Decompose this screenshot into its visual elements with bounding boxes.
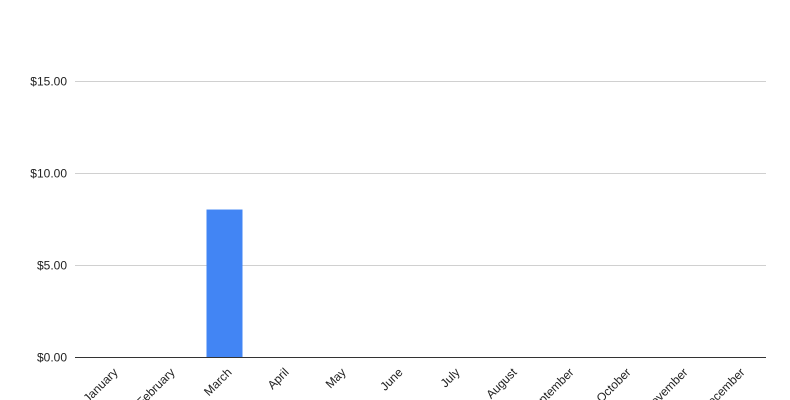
x-tick-label: March bbox=[201, 365, 234, 398]
y-tick-label: $15.00 bbox=[30, 75, 67, 89]
x-tick-label: July bbox=[438, 365, 463, 390]
x-tick-label: June bbox=[377, 365, 406, 394]
x-tick-label: April bbox=[265, 365, 292, 392]
y-tick-label: $10.00 bbox=[30, 167, 67, 181]
x-tick-label: February bbox=[134, 365, 178, 400]
x-tick-label: January bbox=[81, 365, 121, 400]
y-tick-label: $0.00 bbox=[37, 351, 67, 365]
x-tick-label: October bbox=[594, 365, 634, 400]
x-tick-label: September bbox=[525, 365, 576, 400]
y-tick-label: $5.00 bbox=[37, 259, 67, 273]
x-tick-label: May bbox=[323, 365, 349, 391]
x-tick-label: November bbox=[642, 365, 691, 400]
bar-march bbox=[206, 209, 243, 357]
x-tick-label: August bbox=[483, 365, 520, 400]
x-tick-label: December bbox=[699, 365, 748, 400]
